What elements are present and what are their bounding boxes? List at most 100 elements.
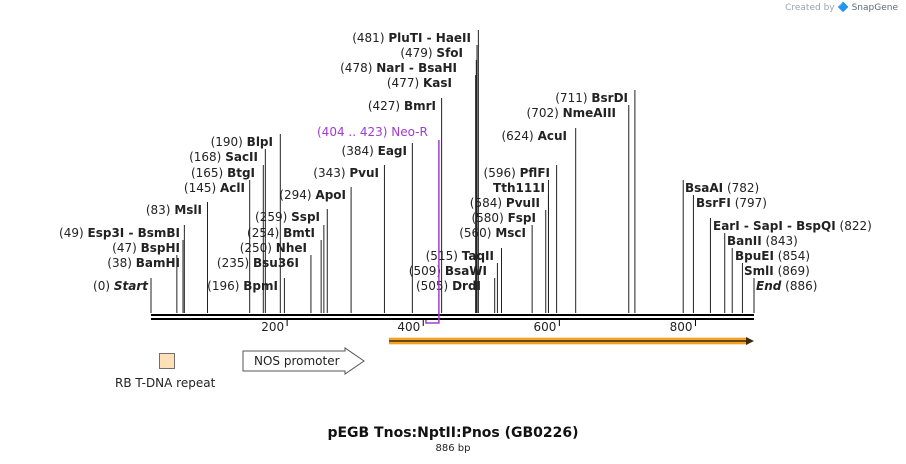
site-label-kasi[interactable]: (477) KasI [387,76,452,90]
site-position: (515) [426,249,458,263]
site-lines [150,30,755,313]
site-label-bsawi[interactable]: (509) BsaWI [409,264,487,278]
axis-tick-label-200: 200 [261,320,284,334]
map-length: 886 bp [435,443,471,454]
site-position: (505) [416,279,448,293]
sequence-axis: 200 400 600 800 [151,314,754,334]
site-label-acui[interactable]: (624) AcuI [501,129,567,143]
site-label-msci[interactable]: (560) MscI [459,226,526,240]
rb-t-dna-repeat-label: RB T-DNA repeat [115,376,216,390]
site-name: AcuI [538,129,567,143]
site-label-pluti-haeii[interactable]: (481) PluTI - HaeII [352,31,471,45]
site-label-eagi[interactable]: (384) EagI [342,144,407,158]
site-label-bpmi[interactable]: (196) BpmI [207,279,278,293]
site-name: BlpI [247,135,273,149]
site-name: NarI - BsaHI [376,61,457,75]
site-label-nhei[interactable]: (250) NheI [240,241,307,255]
credit-brand: SnapGene [851,3,898,13]
site-name: BpmI [243,279,278,293]
site-position: (624) [501,129,533,143]
site-label-nari-bsahi[interactable]: (478) NarI - BsaHI [340,61,457,75]
snapgene-credit: Created by 🔷 SnapGene [785,3,898,13]
site-name: BtgI [227,166,255,180]
site-label-nmeaiii[interactable]: (702) NmeAIII [527,106,616,120]
site-label-pvuii[interactable]: (584) PvuII [470,196,540,210]
site-label-sfoi[interactable]: (479) SfoI [400,46,463,60]
site-position: (168) [189,150,221,164]
site-label-fspi[interactable]: (580) FspI [471,211,536,225]
site-position: (584) [470,196,502,210]
site-name: AclI [220,181,245,195]
site-name: BamHI [136,256,180,270]
site-name: MscI [495,226,526,240]
site-label-start[interactable]: (0) Start [93,279,149,293]
site-position: (145) [184,181,216,195]
site-position: (190) [211,135,243,149]
site-name: SacII [225,150,258,164]
site-label-blpi[interactable]: (190) BlpI [211,135,273,149]
site-label-pflfi[interactable]: (596) PflFI [484,166,550,180]
site-label-bmri[interactable]: (427) BmrI [368,99,436,113]
orf-arrow [388,337,754,345]
site-label-sacii[interactable]: (168) SacII [189,150,258,164]
site-label-taqii[interactable]: (515) TaqII [426,249,494,263]
site-position: (427) [368,99,400,113]
site-label-esp3i-bsmbi[interactable]: (49) Esp3I - BsmBI [59,226,180,240]
site-name: BsrDI [591,91,628,105]
site-label-sspi[interactable]: (259) SspI [255,210,320,224]
site-name: MslI [174,203,202,217]
primer-label[interactable]: (404 .. 423) Neo-R [317,125,428,139]
site-labels: (0) Start (38) BamHI(47) BspHI(49) Esp3I … [59,31,872,293]
site-name: NheI [276,241,307,255]
axis-tick-label-600: 600 [533,320,556,334]
site-label-end[interactable]: End (886) [756,279,817,293]
site-position: (580) [471,211,503,225]
site-name: BmrI [404,99,436,113]
site-label-banii[interactable]: BanII (843) [727,234,798,248]
site-label-bmti[interactable]: (254) BmtI [247,226,315,240]
site-position: (83) [146,203,171,217]
site-label-eari-sapi-bspqi[interactable]: EarI - SapI - BspQI (822) [713,219,872,233]
site-label-btgi[interactable]: (165) BtgI [191,166,255,180]
nos-promoter-feature[interactable]: NOS promoter [242,347,365,375]
site-label-drdi[interactable]: (505) DrdI [416,279,481,293]
site-position: (384) [342,144,374,158]
site-position: (797) [735,196,767,210]
site-label-acli[interactable]: (145) AclI [184,181,245,195]
site-label-tth111i[interactable]: Tth111I [493,181,545,195]
site-position: (259) [255,210,287,224]
site-label-msli[interactable]: (83) MslI [146,203,202,217]
site-name: EarI - SapI - BspQI [713,219,836,233]
site-label-bamhi[interactable]: (38) BamHI [107,256,180,270]
site-name: PflFI [520,166,550,180]
site-name: EagI [378,144,407,158]
site-position: (343) [313,166,345,180]
site-position: (560) [459,226,491,240]
site-label-bsrfi[interactable]: BsrFI (797) [696,196,767,210]
site-label-pvui[interactable]: (343) PvuI [313,166,379,180]
site-label-bsu36i[interactable]: (235) Bsu36I [217,256,299,270]
site-position: (886) [785,279,817,293]
site-name: FspI [508,211,536,225]
site-label-smli[interactable]: SmlI (869) [744,264,810,278]
site-label-bsphi[interactable]: (47) BspHI [112,241,180,255]
site-label-bsaai[interactable]: BsaAI (782) [685,181,759,195]
site-name: SfoI [436,46,463,60]
site-name: Esp3I - BsmBI [88,226,180,240]
nos-promoter-arrow[interactable] [242,347,365,375]
site-name: Bsu36I [253,256,299,270]
site-position: (481) [352,31,384,45]
site-name: DrdI [452,279,481,293]
site-label-apoi[interactable]: (294) ApoI [279,188,346,202]
nos-promoter-label: NOS promoter [254,354,340,368]
site-position: (0) [93,279,110,293]
site-label-bpuei[interactable]: BpuEI (854) [735,249,810,263]
orf-arrowhead [746,337,754,345]
site-name: BsaWI [445,264,487,278]
site-name: KasI [423,76,452,90]
rb-t-dna-repeat-box[interactable] [159,353,175,369]
site-label-bsrdi[interactable]: (711) BsrDI [555,91,628,105]
site-name: BspHI [141,241,180,255]
site-position: (596) [484,166,516,180]
